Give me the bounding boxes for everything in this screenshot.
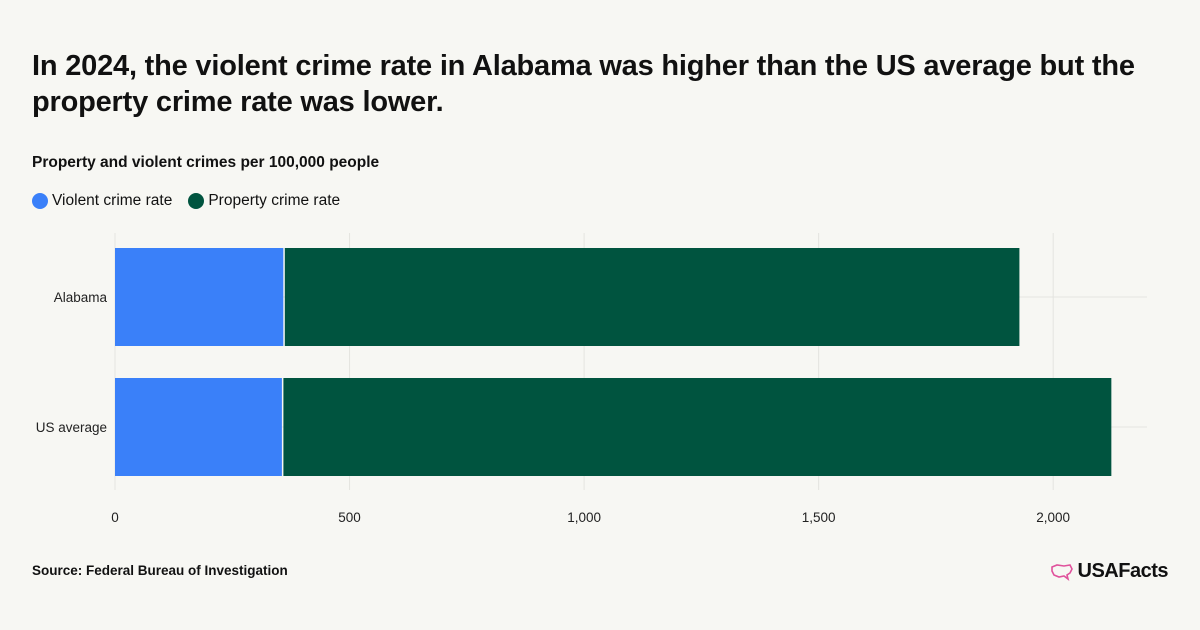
legend-swatch-property (188, 193, 205, 209)
bar-violent (115, 248, 284, 346)
legend-item-violent: Violent crime rate (32, 192, 172, 210)
x-tick-label: 2,000 (1036, 510, 1070, 525)
bar-violent (115, 378, 282, 476)
bar-property (283, 378, 1112, 476)
legend-label-property: Property crime rate (208, 192, 341, 209)
x-tick-label: 500 (338, 510, 361, 525)
legend-swatch-violent (32, 193, 48, 209)
category-label: Alabama (54, 290, 108, 305)
x-tick-label: 1,500 (802, 510, 836, 525)
x-tick-label: 0 (111, 510, 119, 525)
us-map-icon (1050, 563, 1073, 581)
legend-label-violent: Violent crime rate (52, 192, 173, 209)
source-note: Source: Federal Bureau of Investigation (32, 563, 288, 578)
category-label: US average (36, 420, 107, 435)
bar-property (284, 248, 1020, 346)
legend-item-property: Property crime rate (188, 192, 340, 210)
x-tick-label: 1,000 (567, 510, 601, 525)
brand-name: USAFacts (1077, 560, 1169, 582)
legend: Violent crime rate Property crime rate (32, 192, 356, 210)
brand-logo: USAFacts (1050, 560, 1169, 583)
chart-title: In 2024, the violent crime rate in Alaba… (32, 50, 1135, 118)
chart-subtitle: Property and violent crimes per 100,000 … (32, 154, 380, 171)
